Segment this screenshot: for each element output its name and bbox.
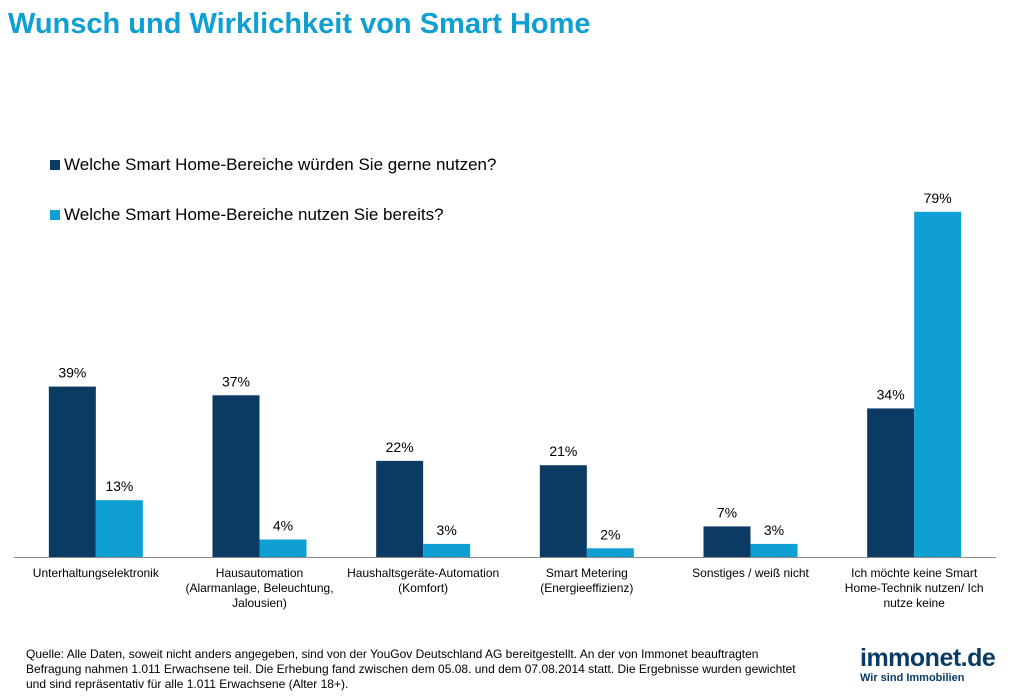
bar-series-2-cat-2 — [259, 539, 307, 557]
data-label-series-1-cat-1: 39% — [58, 365, 86, 381]
legend-label-series-1: Welche Smart Home-Bereiche würden Sie ge… — [64, 155, 497, 174]
category-label-line: Hausautomation — [215, 566, 304, 580]
data-label-series-2-cat-1: 13% — [105, 478, 133, 494]
category-label-line: Jalousien) — [232, 596, 287, 610]
legend-label-series-2: Welche Smart Home-Bereiche nutzen Sie be… — [64, 205, 444, 224]
bar-series-1-cat-5 — [703, 526, 751, 557]
logo-tagline: Wir sind Immobilien — [860, 672, 965, 684]
bar-series-2-cat-5 — [750, 543, 798, 557]
bar-series-1-cat-1 — [48, 386, 96, 557]
data-label-series-1-cat-6: 34% — [877, 386, 905, 402]
bar-series-1-cat-3 — [376, 460, 424, 557]
category-label-line: Ich möchte keine Smart — [851, 566, 978, 580]
bar-series-2-cat-1 — [95, 500, 143, 557]
source-footnote: Quelle: Alle Daten, soweit nicht anders … — [26, 647, 796, 691]
category-label-5: Sonstiges / weiß nicht — [671, 566, 831, 581]
category-label-line: (Energieeffizienz) — [540, 581, 634, 595]
data-label-series-1-cat-2: 37% — [222, 373, 250, 389]
page-title: Wunsch und Wirklichkeit von Smart Home — [8, 8, 591, 40]
bar-series-1-cat-4 — [539, 465, 587, 557]
category-label-line: nutze keine — [883, 596, 945, 610]
category-label-1: Unterhaltungselektronik — [16, 566, 176, 581]
logo-wordmark: immonet.de — [860, 644, 996, 672]
category-label-line: Haushaltsgeräte-Automation — [347, 566, 500, 580]
data-label-series-2-cat-6: 79% — [924, 190, 952, 206]
legend-swatch-series-1 — [50, 160, 60, 170]
category-label-3: Haushaltsgeräte-Automation (Komfort) — [343, 566, 503, 596]
category-label-line: (Komfort) — [398, 581, 449, 595]
category-label-line: Unterhaltungselektronik — [32, 566, 159, 580]
bar-series-1-cat-6 — [867, 408, 915, 557]
bar-series-2-cat-4 — [586, 548, 634, 557]
category-label-4: Smart Metering (Energieeffizienz) — [507, 566, 667, 596]
data-label-series-2-cat-5: 3% — [764, 522, 784, 538]
category-label-line: Sonstiges / weiß nicht — [692, 566, 809, 580]
bar-series-2-cat-6 — [914, 211, 962, 557]
data-label-series-1-cat-3: 22% — [386, 439, 414, 455]
category-label-2: Hausautomation (Alarmanlage, Beleuchtung,… — [180, 566, 340, 611]
bar-series-1-cat-2 — [212, 395, 260, 557]
category-label-line: Smart Metering — [545, 566, 628, 580]
immonet-logo: immonet.de Wir sind Immobilien — [860, 645, 1000, 684]
data-label-series-1-cat-5: 7% — [717, 504, 737, 520]
legend-item-series-2: Welche Smart Home-Bereiche nutzen Sie be… — [50, 205, 444, 225]
category-label-line: Home-Technik nutzen/ Ich — [844, 581, 984, 595]
data-label-series-2-cat-4: 2% — [600, 526, 620, 542]
legend-swatch-series-2 — [50, 210, 60, 220]
data-label-series-1-cat-4: 21% — [549, 443, 577, 459]
category-label-6: Ich möchte keine Smart Home-Technik nutze… — [834, 566, 994, 611]
category-label-line: (Alarmanlage, Beleuchtung, — [185, 581, 334, 595]
data-label-series-2-cat-2: 4% — [273, 518, 293, 534]
data-label-series-2-cat-3: 3% — [437, 522, 457, 538]
bar-series-2-cat-3 — [423, 543, 471, 557]
legend-item-series-1: Welche Smart Home-Bereiche würden Sie ge… — [50, 155, 496, 175]
